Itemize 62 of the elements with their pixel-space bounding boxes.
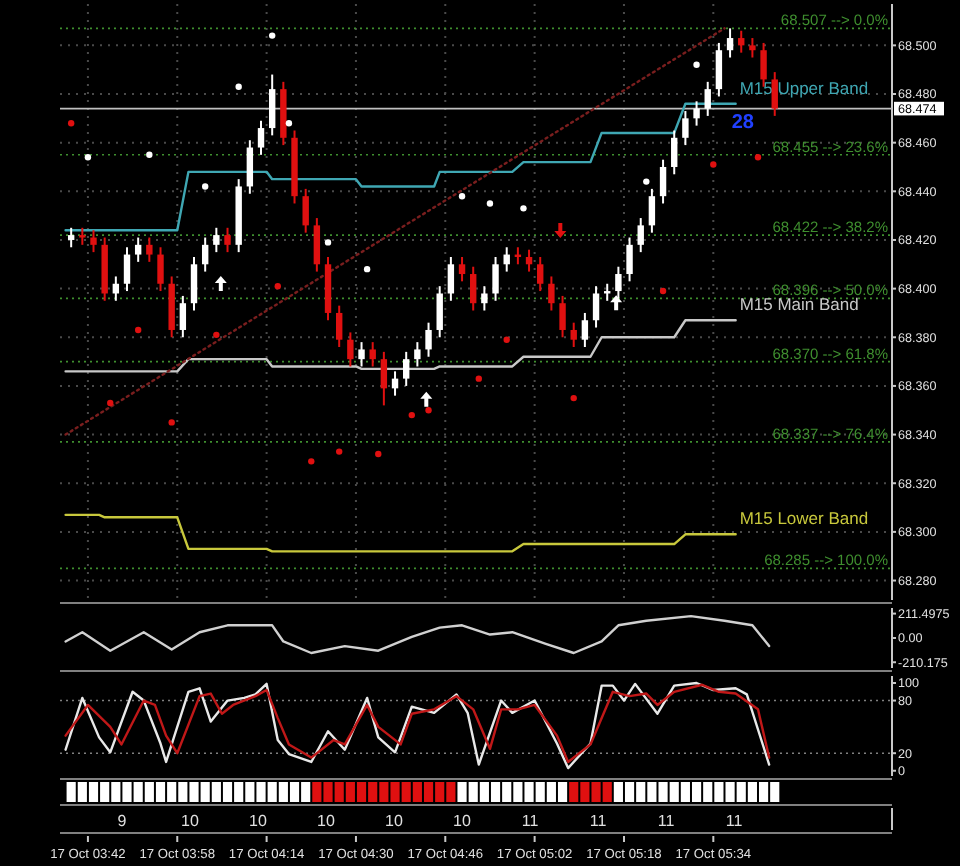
- candlestick: [537, 256, 544, 293]
- text: 10: [249, 812, 268, 830]
- text: 11: [725, 812, 744, 830]
- text: 11: [521, 812, 540, 830]
- text: 10: [453, 812, 472, 830]
- candlestick: [481, 285, 488, 312]
- candlestick: [682, 110, 689, 147]
- candlestick: [693, 100, 700, 127]
- candlestick: [246, 139, 254, 195]
- candlestick: [749, 37, 756, 59]
- text: 11: [657, 812, 676, 830]
- candlestick: [268, 73, 276, 137]
- candlestick: [548, 275, 555, 312]
- candlestick: [771, 71, 778, 117]
- candlestick: [414, 341, 421, 368]
- series-label: M15 Lower Band: [739, 508, 869, 529]
- candlestick: [592, 285, 600, 329]
- candlestick: [146, 236, 153, 263]
- text: 9: [117, 812, 128, 830]
- candlestick: [123, 246, 131, 293]
- text: 10: [385, 812, 404, 830]
- candlestick: [380, 350, 388, 407]
- candlestick: [213, 226, 220, 254]
- candlestick: [403, 350, 410, 387]
- candlestick: [369, 341, 376, 368]
- text: 11: [589, 812, 608, 830]
- candlestick: [134, 236, 142, 263]
- candlestick: [637, 217, 644, 254]
- candlestick: [715, 41, 723, 98]
- annotation: 28: [731, 111, 755, 134]
- candlestick: [447, 256, 455, 302]
- candlestick: [90, 229, 97, 254]
- candlestick: [726, 27, 734, 59]
- candlestick: [257, 119, 265, 156]
- text: 10: [317, 812, 336, 830]
- text: 10: [181, 812, 200, 830]
- candlestick: [224, 226, 231, 254]
- candlestick: [302, 187, 309, 234]
- candlestick: [570, 321, 577, 348]
- candlestick: [157, 246, 164, 293]
- candlestick: [626, 236, 633, 283]
- candlestick: [470, 265, 477, 312]
- candlestick: [425, 321, 432, 358]
- candlestick: [335, 304, 343, 348]
- candlestick: [671, 129, 678, 176]
- series-label: M15 Main Band: [739, 294, 860, 315]
- candlestick: [313, 217, 321, 273]
- candlestick: [492, 256, 499, 302]
- candlestick: [581, 311, 589, 348]
- candlestick: [559, 294, 566, 339]
- candlestick: [458, 256, 466, 283]
- candlestick: [436, 285, 443, 339]
- candlestick: [648, 187, 656, 234]
- candlestick: [67, 226, 75, 249]
- candlestick: [347, 331, 354, 368]
- candlestick: [168, 275, 175, 339]
- candlestick: [179, 294, 187, 339]
- candlestick: [704, 80, 711, 117]
- candlestick: [201, 236, 209, 273]
- candlestick: [358, 341, 365, 368]
- candlestick: [190, 256, 198, 312]
- candlestick: [659, 158, 667, 205]
